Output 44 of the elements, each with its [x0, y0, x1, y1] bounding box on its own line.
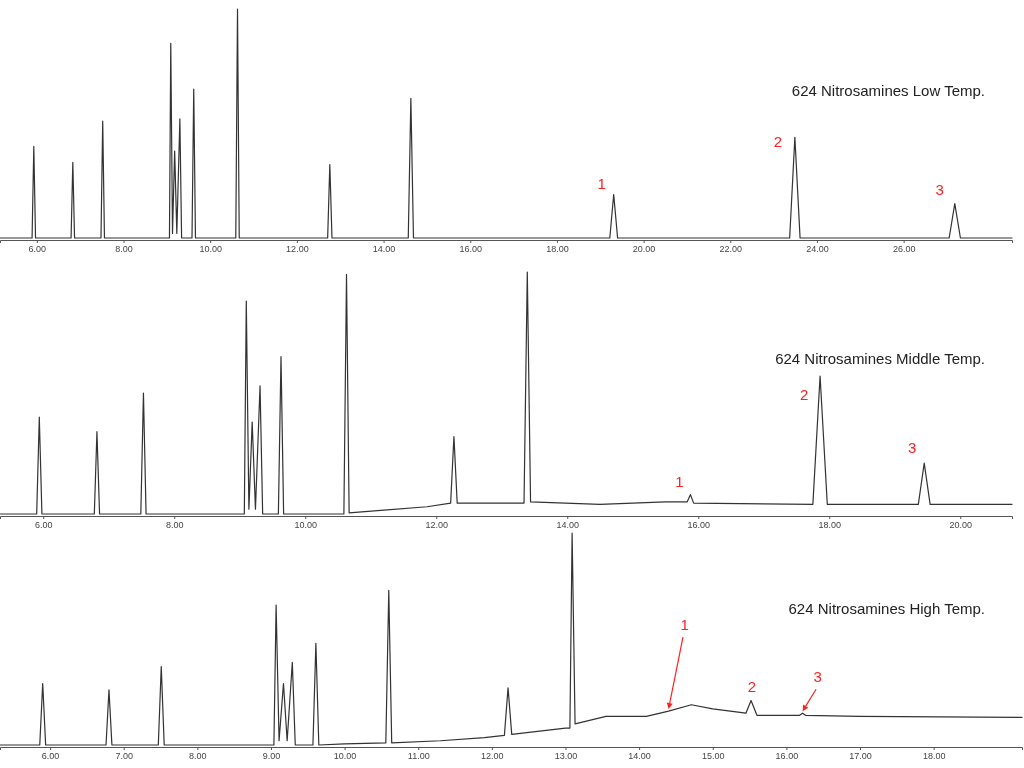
text: 624 Nitrosamines Middle Temp. [775, 349, 985, 367]
annotation: 1 [597, 174, 606, 192]
x-tick-label: 8.00 [115, 244, 133, 255]
annotation: 3 [908, 439, 917, 457]
x-tick-label: 15.00 [701, 751, 725, 762]
annotation: 1 [680, 616, 689, 634]
x-tick-label: 10.00 [333, 751, 357, 762]
x-tick-label: 14.00 [628, 751, 651, 762]
x-tick-label: 16.00 [459, 244, 483, 255]
x-tick-label: 18.00 [922, 751, 946, 762]
x-tick-label: 8.00 [165, 520, 184, 531]
annotation: 3 [813, 668, 822, 686]
x-tick-label: 14.00 [556, 520, 580, 531]
x-tick-label: 11.00 [407, 751, 430, 762]
x-tick-label: 17.00 [849, 751, 872, 762]
x-tick-label: 20.00 [949, 520, 973, 531]
x-tick-label: 12.00 [425, 520, 449, 531]
x-tick-label: 24.00 [806, 244, 829, 255]
x-tick-label: 13.00 [554, 751, 578, 762]
x-tick-label: 9.00 [262, 751, 281, 762]
x-tick-label: 16.00 [687, 520, 711, 531]
x-tick-label: 10.00 [294, 520, 317, 531]
x-tick-label: 26.00 [892, 244, 916, 255]
x-tick-label: 14.00 [372, 244, 396, 255]
x-tick-label: 16.00 [775, 751, 799, 762]
text: 624 Nitrosamines High Temp. [788, 599, 985, 617]
x-tick-label: 7.00 [115, 751, 133, 762]
annotation: 2 [799, 386, 809, 404]
x-tick-label: 12.00 [286, 244, 309, 255]
annotation: 3 [935, 180, 944, 198]
x-tick-label: 10.00 [199, 244, 222, 255]
x-tick-label: 18.00 [546, 244, 569, 255]
x-tick-label: 18.00 [818, 520, 842, 531]
x-tick-label: 6.00 [34, 520, 53, 531]
annotation: 2 [747, 677, 757, 695]
annotation: 2 [773, 133, 783, 151]
x-tick-label: 6.00 [41, 751, 60, 762]
x-tick-label: 22.00 [719, 244, 743, 255]
x-tick-label: 6.00 [28, 244, 47, 255]
x-tick-label: 8.00 [189, 751, 207, 762]
x-tick-label: 20.00 [632, 244, 656, 255]
annotation: 1 [675, 472, 684, 490]
text: 624 Nitrosamines Low Temp. [791, 82, 985, 100]
x-tick-label: 12.00 [481, 751, 504, 762]
